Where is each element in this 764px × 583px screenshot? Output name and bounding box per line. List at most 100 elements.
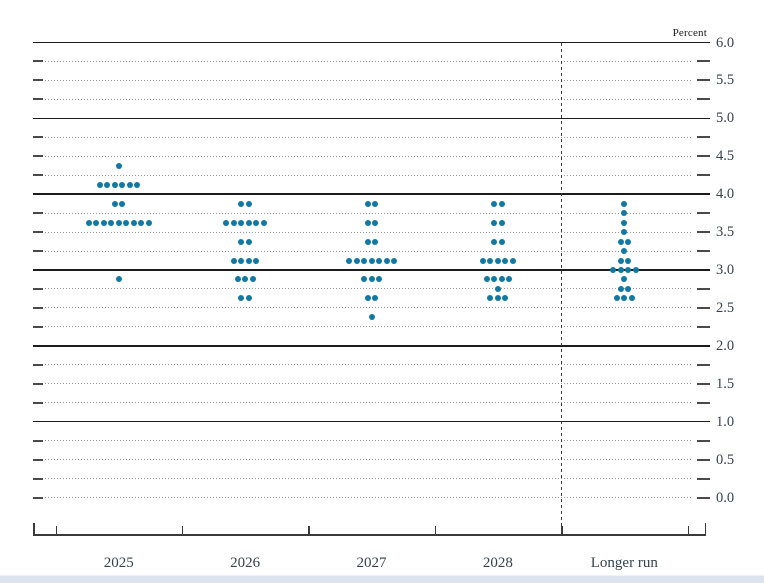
projection-dot bbox=[498, 200, 505, 207]
projection-dot bbox=[100, 219, 107, 226]
gridline-dotted bbox=[45, 326, 692, 328]
projection-dot bbox=[610, 267, 617, 273]
projection-dot bbox=[621, 276, 628, 283]
projection-dot bbox=[85, 219, 92, 226]
projection-dot bbox=[245, 219, 252, 226]
projection-dot bbox=[115, 219, 122, 226]
projection-dot bbox=[368, 257, 375, 264]
projection-dot bbox=[238, 295, 245, 302]
projection-dot bbox=[364, 295, 371, 302]
projection-dot bbox=[93, 219, 100, 226]
projection-dot bbox=[253, 219, 260, 226]
gridline-dotted bbox=[45, 98, 692, 100]
y-axis-label: 1.0 bbox=[716, 413, 735, 430]
projection-dot bbox=[115, 162, 122, 169]
projection-dot bbox=[632, 267, 639, 273]
x-axis-tick bbox=[55, 526, 57, 535]
projection-dot bbox=[509, 257, 516, 264]
projection-dot bbox=[138, 219, 145, 226]
y-axis-left-tick bbox=[33, 287, 43, 290]
projection-dot bbox=[245, 295, 252, 302]
projection-dot bbox=[494, 285, 501, 292]
y-axis-left-tick bbox=[33, 325, 43, 328]
projection-dot bbox=[361, 276, 367, 283]
projection-dot bbox=[613, 295, 620, 302]
y-axis-left-tick bbox=[33, 79, 43, 82]
projection-dot bbox=[498, 238, 505, 245]
projection-dot bbox=[391, 257, 397, 264]
y-axis-right-tick bbox=[697, 287, 710, 290]
projection-dot bbox=[245, 238, 252, 245]
gridline-dotted bbox=[45, 174, 692, 176]
projection-dot bbox=[238, 200, 245, 207]
projection-dot bbox=[126, 181, 133, 188]
y-axis-left-tick bbox=[33, 496, 43, 499]
gridline-dotted bbox=[45, 79, 692, 81]
projection-dot bbox=[483, 276, 490, 283]
y-axis-label: 5.0 bbox=[716, 110, 735, 127]
gridline-dotted bbox=[45, 478, 692, 480]
projection-dot bbox=[253, 257, 260, 264]
gridline-dotted bbox=[45, 307, 692, 309]
projection-dot bbox=[96, 181, 103, 188]
projection-dot bbox=[260, 219, 267, 226]
x-axis-label-2026: 2026 bbox=[230, 555, 261, 571]
projection-dot bbox=[372, 219, 379, 226]
y-axis-left-tick bbox=[33, 136, 43, 139]
y-axis-left-tick bbox=[33, 306, 43, 309]
x-axis-line bbox=[33, 534, 706, 536]
y-axis-right-tick bbox=[697, 212, 710, 215]
projection-dot bbox=[346, 257, 352, 264]
projection-dot bbox=[230, 257, 237, 264]
projection-dot bbox=[617, 267, 624, 273]
y-axis-label: 0.0 bbox=[716, 489, 735, 506]
y-axis-left-tick bbox=[33, 401, 43, 404]
gridline-solid bbox=[33, 117, 710, 120]
projection-dot bbox=[145, 219, 152, 226]
projection-dot bbox=[353, 257, 360, 264]
projection-dot bbox=[111, 181, 118, 188]
x-axis-tick bbox=[434, 526, 437, 535]
projection-dot bbox=[372, 200, 379, 207]
y-axis-right-tick bbox=[697, 382, 710, 385]
gridline-solid bbox=[33, 345, 710, 347]
y-axis-label: 6.0 bbox=[716, 34, 735, 51]
y-axis-right-tick bbox=[697, 458, 710, 461]
y-axis-label: 5.5 bbox=[716, 72, 735, 89]
x-axis-label-2025: 2025 bbox=[103, 555, 134, 571]
projection-dot bbox=[625, 238, 632, 245]
projection-dot bbox=[134, 181, 141, 188]
projection-dot bbox=[621, 210, 628, 217]
x-axis-tick bbox=[687, 526, 689, 535]
projection-dot bbox=[111, 200, 118, 207]
y-axis-right-tick bbox=[697, 477, 710, 480]
projection-dot bbox=[364, 200, 371, 207]
y-axis-right-tick bbox=[697, 496, 710, 499]
projection-dot bbox=[245, 257, 252, 264]
x-axis-tick bbox=[308, 526, 310, 535]
projection-dot bbox=[238, 219, 245, 226]
x-axis-tick bbox=[561, 526, 563, 535]
projection-dot bbox=[130, 219, 137, 226]
projection-dot bbox=[628, 295, 635, 302]
projection-dot bbox=[123, 219, 130, 226]
y-axis-left-tick bbox=[33, 212, 43, 215]
y-axis-right-tick bbox=[697, 60, 710, 63]
projection-dot bbox=[621, 200, 628, 207]
gridline-dotted bbox=[45, 364, 692, 366]
gridline-dotted bbox=[45, 212, 692, 214]
y-axis-right-tick bbox=[697, 439, 710, 442]
projection-dot bbox=[491, 276, 498, 283]
y-axis-right-tick bbox=[697, 79, 710, 82]
projection-dot bbox=[119, 200, 126, 207]
y-axis-label: 3.0 bbox=[716, 262, 735, 278]
gridline-dotted bbox=[45, 497, 692, 498]
y-axis-left-tick bbox=[33, 458, 43, 461]
y-axis-right-tick bbox=[697, 306, 710, 309]
projection-dot bbox=[617, 238, 624, 245]
projection-dot bbox=[364, 219, 371, 226]
projection-dot bbox=[617, 257, 624, 264]
